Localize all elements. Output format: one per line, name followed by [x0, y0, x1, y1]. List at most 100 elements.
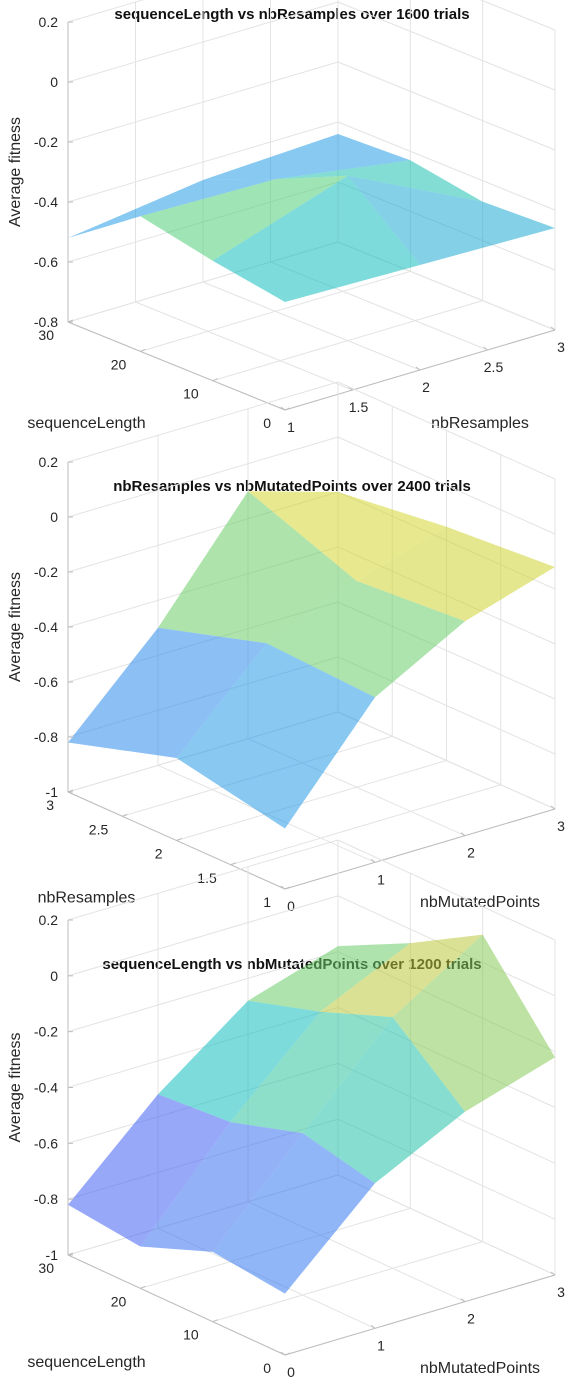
- surface-patch: [140, 1122, 303, 1252]
- y-tick-label: 0: [263, 415, 271, 431]
- surface-chart-2: 012311.522.53-1-0.8-0.6-0.4-0.200.2nbMut…: [7, 381, 565, 914]
- wall-gridline-z: [337, 61, 556, 151]
- x-tick-label: 1: [377, 1337, 385, 1353]
- z-tick-label: -0.4: [34, 194, 58, 210]
- surface-patch: [158, 491, 357, 644]
- axis-line-x: [284, 808, 556, 890]
- y-tick-label: 3: [46, 797, 54, 813]
- x-tick-mark: [460, 1298, 466, 1303]
- chart-panel-3: sequenceLength vs nbMutatedPoints over 1…: [0, 839, 584, 1397]
- y-tick-mark: [212, 1319, 218, 1323]
- y-tick-label: 20: [111, 1293, 127, 1309]
- x-tick-mark: [280, 406, 286, 411]
- x-tick-mark: [550, 1271, 556, 1276]
- z-tick-label: -0.8: [34, 314, 58, 330]
- y-tick-mark: [140, 1285, 146, 1289]
- surface-patch: [356, 526, 555, 622]
- z-tick-label: -0.2: [34, 1024, 58, 1040]
- chart-panel-1: sequenceLength vs nbResamples over 1600 …: [0, 0, 584, 450]
- surface-patch: [68, 627, 267, 758]
- surface-patch: [68, 1094, 231, 1247]
- z-tick-label: 0.2: [39, 912, 59, 928]
- z-tick-label: -0.6: [34, 1135, 58, 1151]
- wall-gridline-z: [337, 1, 556, 91]
- x-tick-label: 1: [377, 871, 385, 887]
- floor-gridline-y: [212, 1241, 483, 1323]
- x-tick-mark: [483, 346, 488, 351]
- axis-line-y: [67, 1254, 286, 1356]
- y-tick-mark: [284, 886, 291, 890]
- z-axis-label: Average fitness: [7, 117, 24, 227]
- wall-gridline-z: [337, 711, 556, 810]
- chart-title-2: nbResamples vs nbMutatedPoints over 2400…: [113, 478, 471, 495]
- y-tick-label: 10: [183, 386, 199, 402]
- surface-patch: [320, 934, 483, 1018]
- y-tick-label: 2.5: [89, 821, 109, 837]
- y-tick-label: 1.5: [197, 870, 217, 886]
- wall-gridline-z: [67, 436, 339, 518]
- z-tick-label: -0.4: [34, 619, 58, 635]
- z-tick-label: -0.2: [34, 134, 58, 150]
- wall-gridline-z: [67, 381, 339, 463]
- wall-gridline-z: [337, 839, 556, 941]
- z-tick-label: -0.6: [34, 674, 58, 690]
- z-tick-label: 0: [50, 74, 58, 90]
- x-tick-mark: [460, 832, 466, 837]
- y-tick-mark: [284, 407, 291, 411]
- wall-gridline-z: [67, 0, 145, 23]
- y-tick-mark: [140, 348, 146, 352]
- y-tick-label: 30: [38, 1260, 54, 1276]
- surface-chart-3: 01230102030-1-0.8-0.6-0.4-0.200.2nbMutat…: [7, 839, 565, 1380]
- surface-patch: [212, 175, 420, 302]
- surface-patch: [212, 1133, 375, 1294]
- surface-patch: [203, 134, 411, 180]
- z-axis-label: Average fitness: [7, 1033, 24, 1143]
- wall-gridline-z: [479, 0, 556, 31]
- x-tick-mark: [550, 805, 556, 810]
- y-tick-mark: [122, 813, 128, 817]
- y-tick-mark: [212, 378, 218, 382]
- wall-gridline-z: [67, 839, 339, 921]
- y-tick-mark: [176, 838, 182, 841]
- surface-patch: [347, 175, 555, 265]
- x-tick-label: 1: [287, 419, 295, 435]
- z-tick-label: 0.2: [39, 14, 59, 30]
- x-tick-mark: [370, 858, 376, 863]
- y-tick-label: 30: [38, 327, 54, 343]
- wall-gridline-z: [337, 121, 556, 211]
- z-tick-label: -0.6: [34, 254, 58, 270]
- wall-gridline-z: [337, 436, 556, 535]
- floor-gridline-x: [202, 281, 421, 371]
- surface-patch: [230, 1011, 393, 1134]
- surface-patch: [275, 160, 483, 202]
- x-axis-label: nbMutatedPoints: [420, 894, 540, 911]
- y-tick-mark: [284, 1352, 291, 1356]
- floor-gridline-x: [135, 301, 353, 391]
- wall-gridline-z: [67, 895, 339, 977]
- x-tick-label: 3: [557, 339, 565, 355]
- x-tick-label: 0: [287, 1364, 295, 1380]
- y-axis-label: sequenceLength: [27, 1354, 145, 1371]
- x-tick-mark: [280, 1351, 286, 1356]
- z-tick-label: 0: [50, 968, 58, 984]
- x-tick-label: 2: [467, 845, 475, 861]
- floor-gridline-y: [230, 784, 501, 866]
- surface-chart-1: 11.522.530102030-0.8-0.6-0.4-0.200.2nbRe…: [7, 0, 565, 435]
- wall-gridline-z: [67, 1, 339, 83]
- surface-patch: [158, 1000, 321, 1123]
- wall-gridline-z: [67, 61, 339, 143]
- y-tick-label: 1: [263, 894, 271, 910]
- floor-gridline-y: [140, 270, 411, 352]
- x-tick-label: 1.5: [349, 399, 369, 415]
- z-tick-label: -0.2: [34, 564, 58, 580]
- y-tick-label: 0: [263, 1360, 271, 1376]
- surface-patch: [302, 1017, 465, 1184]
- x-tick-label: 2: [467, 1311, 475, 1327]
- surface-patch: [140, 175, 348, 261]
- chart-panel-2: nbResamples vs nbMutatedPoints over 2400…: [0, 381, 584, 932]
- z-tick-label: -0.4: [34, 1080, 58, 1096]
- x-axis-label: nbResamples: [431, 415, 529, 432]
- y-tick-label: 10: [183, 1327, 199, 1343]
- wall-gridline-z: [337, 1174, 556, 1276]
- x-tick-label: 0: [287, 898, 295, 914]
